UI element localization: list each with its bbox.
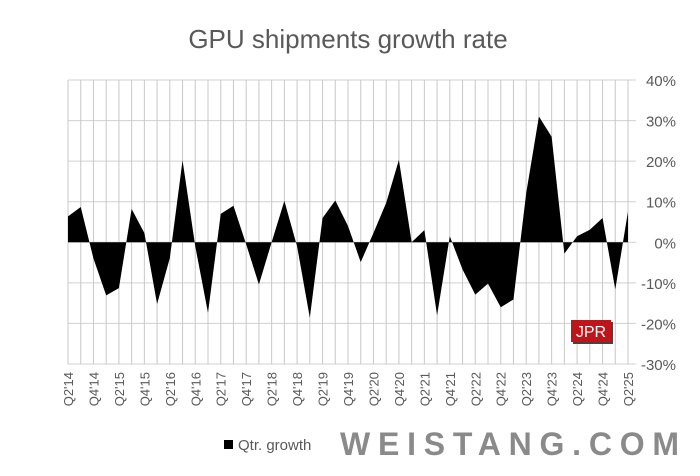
x-tick-label: Q2'17 <box>214 372 229 406</box>
x-tick-label: Q2'15 <box>112 372 127 406</box>
y-tick-label: -30% <box>641 357 676 374</box>
y-tick-label: 40% <box>646 73 676 90</box>
x-tick-label: Q4'23 <box>545 372 560 406</box>
x-axis: Q2'14 Q4'14 Q2'15 Q4'15 Q2'16 Q4'16 Q2'17 Q4'17… <box>61 372 636 406</box>
x-tick-label: Q2'14 <box>61 372 76 406</box>
x-tick-label: Q2'21 <box>417 372 432 406</box>
y-tick-label: 10% <box>646 195 676 212</box>
series-area-qtr-growth <box>68 116 628 318</box>
x-tick-label: Q4'19 <box>341 372 356 406</box>
x-tick-label: Q4'18 <box>290 372 305 406</box>
y-tick-label: 20% <box>646 154 676 171</box>
x-tick-label: Q4'22 <box>494 372 509 406</box>
y-tick-label: -20% <box>641 316 676 333</box>
y-tick-label: 30% <box>646 114 676 131</box>
x-tick-label: Q4'17 <box>239 372 254 406</box>
y-tick-label: 0% <box>654 235 676 252</box>
x-tick-label: Q2'22 <box>468 372 483 406</box>
watermark: WEISTANG.COM <box>340 426 682 462</box>
x-tick-label: Q2'19 <box>316 372 331 406</box>
jpr-logo: JPR <box>571 320 613 344</box>
x-tick-label: Q4'20 <box>392 372 407 406</box>
x-tick-label: Q4'14 <box>86 372 101 406</box>
x-tick-label: Q2'23 <box>519 372 534 406</box>
x-tick-label: Q2'25 <box>621 372 636 406</box>
x-tick-label: Q4'16 <box>188 372 203 406</box>
legend-label: Qtr. growth <box>238 437 311 454</box>
x-tick-label: Q2'16 <box>163 372 178 406</box>
x-tick-label: Q4'21 <box>443 372 458 406</box>
y-axis: 40% 30% 20% 10% 0% -10% -20% -30% <box>641 73 676 374</box>
x-tick-label: Q2'18 <box>265 372 280 406</box>
legend-swatch <box>224 440 233 449</box>
x-tick-label: Q2'24 <box>570 372 585 406</box>
x-tick-label: Q4'24 <box>596 372 611 406</box>
y-tick-label: -10% <box>641 276 676 293</box>
x-tick-label: Q2'20 <box>366 372 381 406</box>
logo-text: JPR <box>576 324 606 341</box>
x-tick-label: Q4'15 <box>137 372 152 406</box>
chart-title: GPU shipments growth rate <box>188 24 507 54</box>
